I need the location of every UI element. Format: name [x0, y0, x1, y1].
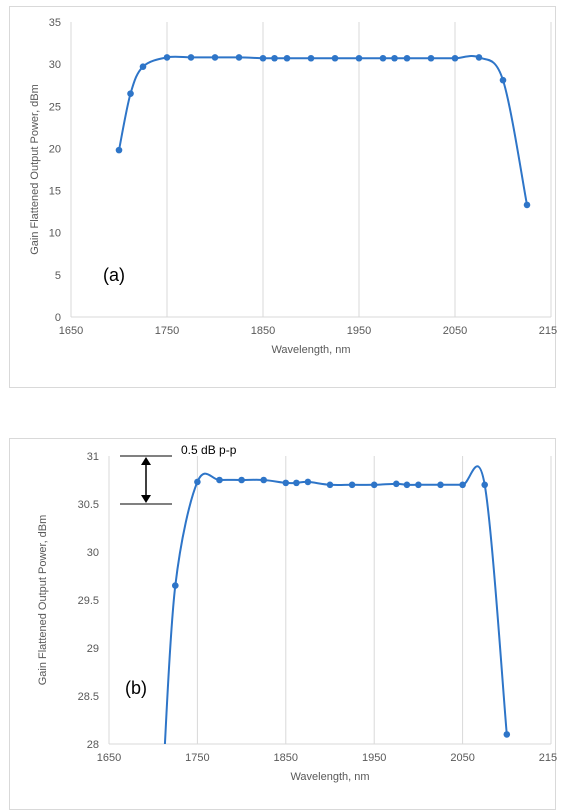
data-point	[304, 478, 312, 486]
x-tick-label: 1850	[251, 325, 275, 337]
data-point	[235, 54, 243, 61]
x-tick-label: 1650	[59, 325, 83, 337]
data-point	[391, 54, 398, 62]
data-point	[283, 54, 291, 62]
annotation-arrow-head-up	[141, 457, 151, 465]
data-point	[475, 54, 483, 61]
data-point	[403, 54, 411, 62]
data-point	[379, 54, 387, 62]
data-point	[211, 54, 219, 61]
data-point	[503, 731, 511, 738]
data-point	[216, 476, 223, 484]
annotation-arrow-head-down	[141, 495, 151, 503]
data-point	[163, 54, 171, 61]
data-point	[523, 201, 531, 209]
x-tick-label: 1650	[97, 752, 121, 764]
data-point	[499, 76, 507, 84]
y-tick-label: 30	[87, 547, 99, 559]
x-tick-label: 1750	[185, 752, 209, 764]
series-line	[118, 54, 528, 206]
data-point	[187, 54, 195, 61]
data-point	[282, 479, 290, 487]
annotation-label: 0.5 dB p-p	[181, 443, 237, 457]
x-tick-label: 1950	[347, 325, 371, 337]
data-point	[271, 54, 278, 62]
data-point	[415, 481, 422, 489]
y-tick-label: 28	[87, 739, 99, 751]
x-tick-label: 1950	[362, 752, 386, 764]
y-tick-label: 10	[49, 228, 61, 240]
data-point	[393, 480, 400, 488]
y-tick-label: 28.5	[78, 691, 99, 703]
data-point	[348, 481, 356, 489]
data-point	[194, 478, 201, 486]
data-point	[115, 146, 123, 154]
y-tick-label: 30	[49, 59, 61, 71]
y-tick-label: 5	[55, 270, 61, 282]
data-point	[238, 476, 245, 484]
y-tick-label: 30.5	[78, 499, 99, 511]
y-tick-label: 25	[49, 101, 61, 113]
x-tick-label: 2050	[443, 325, 467, 337]
y-tick-label: 20	[49, 143, 61, 155]
y-tick-label: 35	[49, 17, 61, 29]
data-point	[481, 481, 489, 489]
y-axis-title: Gain Flattened Output Power, dBm	[29, 84, 41, 255]
data-point	[260, 476, 267, 484]
data-point	[437, 481, 444, 489]
data-point	[127, 90, 134, 97]
y-axis-title: Gain Flattened Output Power, dBm	[37, 515, 49, 686]
x-tick-label: 1750	[155, 325, 179, 337]
data-point	[307, 54, 315, 62]
x-tick-label: 1850	[274, 752, 298, 764]
y-tick-label: 29	[87, 643, 99, 655]
data-point	[331, 54, 339, 62]
panel-label: (a)	[103, 265, 125, 285]
series-line	[163, 465, 508, 744]
data-point	[139, 63, 147, 70]
data-point	[259, 54, 267, 62]
data-point	[451, 54, 459, 62]
data-point	[293, 479, 300, 487]
data-point	[403, 481, 411, 489]
y-tick-label: 31	[87, 451, 99, 463]
y-tick-label: 0	[55, 312, 61, 324]
data-point	[427, 54, 435, 62]
x-axis-title: Wavelength, nm	[290, 771, 369, 783]
panel-label: (b)	[125, 678, 147, 698]
y-tick-label: 29.5	[78, 595, 99, 607]
data-point	[326, 481, 334, 489]
x-tick-label: 2050	[450, 752, 474, 764]
x-axis-title: Wavelength, nm	[271, 344, 350, 356]
data-point	[172, 582, 179, 589]
data-point	[459, 481, 466, 489]
y-tick-label: 15	[49, 186, 61, 198]
data-point	[370, 481, 378, 489]
data-point	[355, 54, 363, 62]
